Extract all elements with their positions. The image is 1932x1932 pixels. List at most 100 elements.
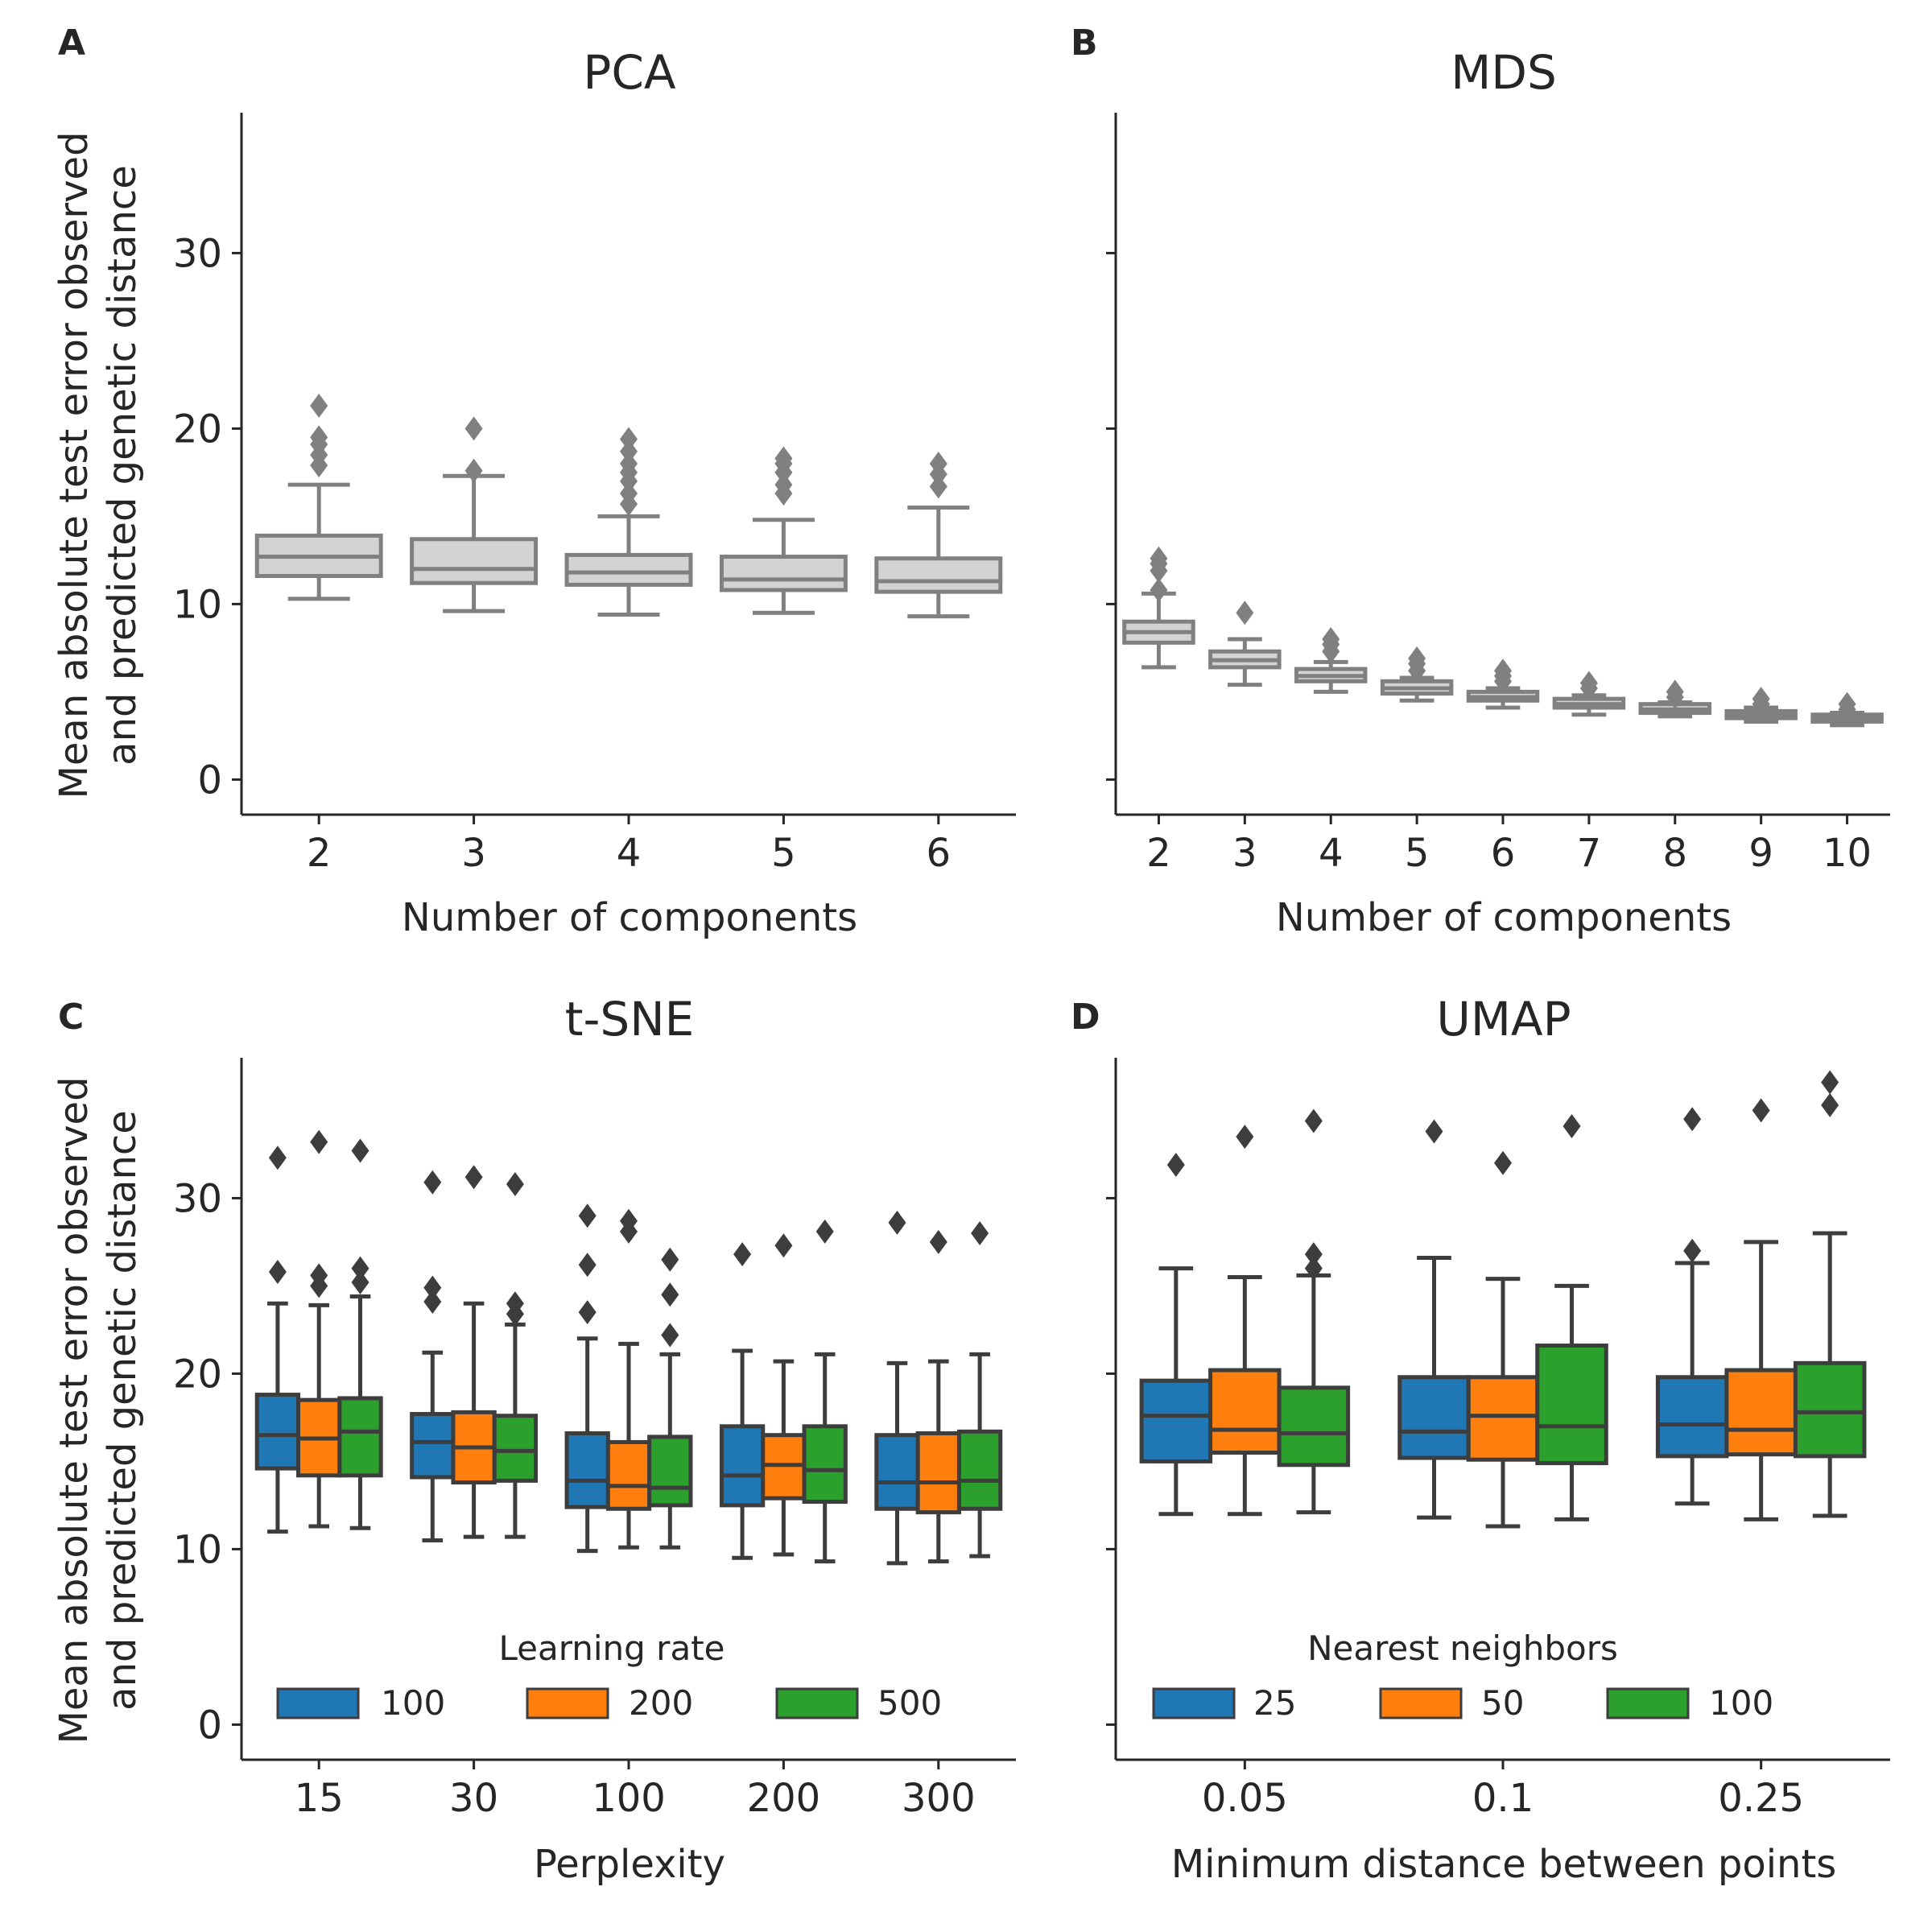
panel-c-legend: 100 200 500 — [276, 1683, 942, 1723]
panel-b-title: MDS — [1451, 45, 1557, 100]
outlier-point — [310, 1263, 328, 1288]
box-series-7 — [1552, 671, 1626, 717]
box-iqr — [337, 1396, 383, 1478]
outlier-point — [464, 458, 483, 483]
outlier-point — [464, 416, 483, 441]
legend-label-nn-100: 100 — [1709, 1683, 1773, 1723]
legend-label-nn-50: 50 — [1481, 1683, 1524, 1723]
box-iqr — [874, 1433, 920, 1511]
legend-swatch-nn-50 — [1379, 1687, 1463, 1719]
panel-b-xlabel: Number of components — [1276, 895, 1732, 940]
x-tick-label: 300 — [902, 1776, 976, 1821]
outlier-point — [971, 1221, 989, 1245]
box-25-0.25 — [1655, 1107, 1729, 1506]
box-200-300 — [915, 1229, 961, 1564]
box-500-300 — [956, 1221, 1003, 1558]
outlier-point — [1666, 679, 1684, 704]
legend-swatch-nn-25 — [1152, 1687, 1236, 1719]
outlier-point — [1166, 1152, 1185, 1177]
panel-d-legend: 25 50 100 — [1152, 1683, 1773, 1723]
box-iqr — [254, 1393, 301, 1471]
outlier-point — [1494, 658, 1512, 683]
panel-a-ylabel-line2: and predicted genetic distance — [100, 165, 145, 766]
panel-c-xlabel: Perplexity — [534, 1842, 725, 1887]
box-iqr — [1277, 1385, 1351, 1468]
outlier-point — [929, 1229, 947, 1254]
outlier-point — [1408, 646, 1426, 671]
box-iqr — [915, 1431, 961, 1515]
panel-d-legend-title: Nearest neighbors — [1307, 1629, 1618, 1668]
legend-swatch-nn-100 — [1606, 1687, 1690, 1719]
box-50-0.05 — [1208, 1125, 1282, 1517]
box-100-200 — [719, 1242, 766, 1560]
outlier-point — [1236, 1125, 1254, 1150]
outlier-point — [620, 439, 638, 464]
box-100-0.05 — [1277, 1108, 1351, 1515]
outlier-point — [929, 474, 947, 499]
outlier-point — [888, 1210, 906, 1235]
outlier-point — [1236, 601, 1254, 625]
outlier-point — [661, 1247, 679, 1272]
outlier-point — [578, 1203, 597, 1228]
box-25-0.1 — [1397, 1119, 1471, 1520]
box-iqr — [605, 1439, 652, 1511]
x-tick-label: 9 — [1748, 831, 1773, 876]
panel-c-legend-title: Learning rate — [499, 1629, 725, 1668]
panel-c-ylabel-line1: Mean absolute test error observed — [52, 1076, 97, 1744]
panel-d-title: UMAP — [1436, 992, 1571, 1046]
outlier-point — [1683, 1107, 1702, 1132]
x-tick-label: 10 — [1823, 831, 1872, 876]
y-tick-label: 10 — [173, 1527, 222, 1572]
y-tick-label: 30 — [173, 231, 222, 276]
x-tick-label: 0.25 — [1718, 1776, 1804, 1821]
outlier-point — [1304, 1242, 1323, 1267]
x-tick-label: 2 — [1146, 831, 1171, 876]
x-tick-label: 5 — [1405, 831, 1430, 876]
panel-a-title: PCA — [583, 45, 675, 100]
box-100-300 — [874, 1210, 920, 1566]
outlier-point — [620, 427, 638, 452]
outlier-point — [310, 425, 328, 450]
legend-label-lr-500: 500 — [877, 1683, 942, 1723]
x-tick-label: 30 — [449, 1776, 498, 1821]
box-series-9 — [1724, 687, 1798, 724]
x-tick-label: 3 — [1232, 831, 1257, 876]
box-series-10 — [1810, 691, 1884, 728]
box-iqr — [956, 1429, 1003, 1511]
outlier-point — [351, 1256, 369, 1281]
box-iqr — [1139, 1378, 1213, 1463]
legend-swatch-lr-200 — [526, 1687, 609, 1719]
box-series-3 — [1208, 601, 1282, 687]
panel-d: D UMAP Minimum distance between points 0… — [1071, 992, 1890, 1887]
x-tick-label: 2 — [307, 831, 332, 876]
x-tick-label: 15 — [295, 1776, 344, 1821]
x-tick-label: 7 — [1577, 831, 1602, 876]
box-iqr — [410, 1412, 456, 1480]
y-tick-label: 20 — [173, 407, 222, 452]
outlier-point — [1821, 1070, 1839, 1095]
outlier-point — [1150, 577, 1168, 602]
outlier-point — [578, 1253, 597, 1278]
box-series-2 — [1122, 546, 1195, 670]
panel-c-title: t-SNE — [565, 992, 695, 1046]
y-tick-label: 0 — [197, 758, 222, 803]
box-series-4 — [1294, 627, 1368, 694]
outlier-point — [423, 1170, 442, 1195]
panel-a: A PCA Number of components Mean absolute… — [52, 23, 1016, 940]
outlier-point — [1425, 1119, 1443, 1144]
box-100-0.25 — [1793, 1070, 1867, 1518]
outlier-point — [310, 1129, 328, 1154]
legend-swatch-lr-500 — [775, 1687, 859, 1719]
y-tick-label: 0 — [197, 1703, 222, 1748]
box-iqr — [802, 1424, 848, 1505]
box-200-15 — [296, 1129, 342, 1529]
x-tick-label: 200 — [747, 1776, 821, 1821]
panel-d-label: D — [1071, 997, 1100, 1038]
outlier-point — [1752, 687, 1770, 712]
outlier-point — [268, 1259, 287, 1284]
outlier-point — [661, 1323, 679, 1348]
outlier-point — [661, 1282, 679, 1307]
box-iqr — [1724, 1368, 1798, 1457]
box-iqr — [719, 555, 848, 592]
